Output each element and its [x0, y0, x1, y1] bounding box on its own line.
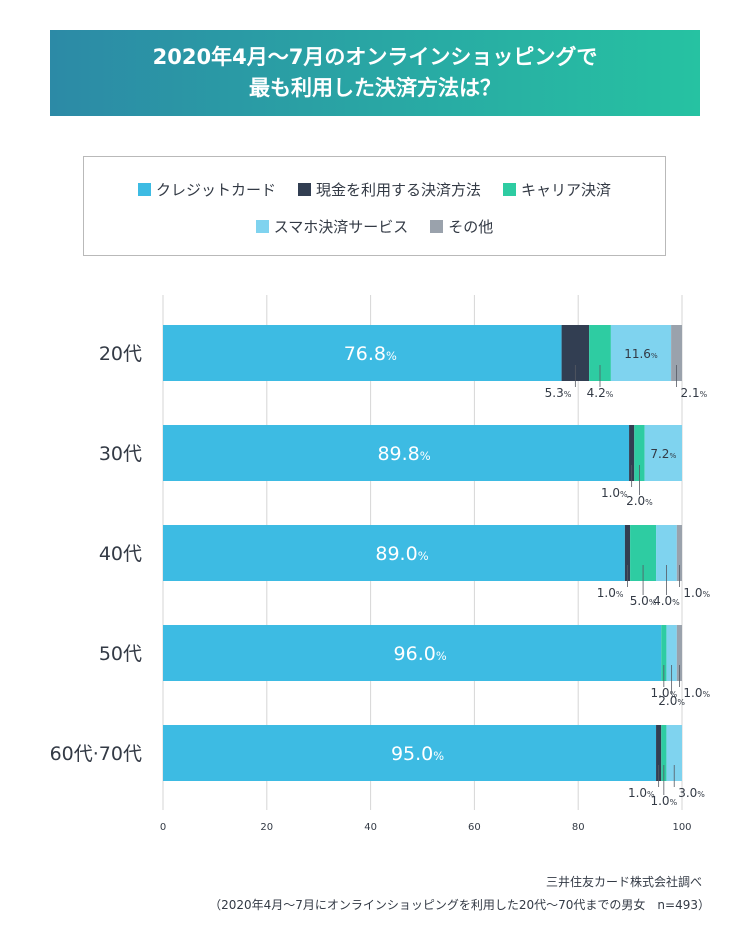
data-label-row1-series3: 7.2%	[650, 447, 676, 461]
bar-segment-row0-series0	[163, 325, 562, 381]
data-label-row0-series1: 5.3%	[545, 386, 572, 400]
legend-item-cash: 現金を利用する決済方法	[297, 179, 481, 200]
category-label-2: 40代	[99, 543, 142, 565]
legend-label-cash: 現金を利用する決済方法	[315, 181, 481, 199]
bar-segment-row0-series3	[610, 325, 672, 381]
x-tick-label-0: 0	[160, 822, 166, 833]
data-label-row0-series0: 76.8%	[344, 343, 397, 365]
bar-segment-row0-series2	[589, 325, 611, 381]
bar-segment-row3-series3	[666, 625, 677, 681]
legend-label-carrier: キャリア決済	[521, 181, 612, 199]
x-tick-label-100: 100	[672, 822, 691, 833]
category-label-4: 60代·70代	[50, 743, 142, 765]
x-tick-label-40: 40	[364, 822, 377, 833]
x-tick-label-80: 80	[572, 822, 585, 833]
bar-segment-row2-series1	[624, 525, 631, 581]
x-tick-label-60: 60	[468, 822, 481, 833]
category-label-3: 50代	[99, 643, 142, 665]
legend: クレジットカード 現金を利用する決済方法 キャリア決済 スマホ決済サービス その…	[83, 156, 666, 256]
bar-segment-row0-series4	[671, 325, 682, 381]
data-label-row2-series1: 1.0%	[597, 586, 624, 600]
data-label-row3-series0: 96.0%	[394, 643, 447, 665]
data-label-row4-series0: 95.0%	[391, 743, 444, 765]
x-tick-label-20: 20	[260, 822, 273, 833]
legend-item-credit-card: クレジットカード	[137, 179, 276, 200]
data-label-row1-series0: 89.8%	[377, 443, 430, 465]
legend-label-credit-card: クレジットカード	[155, 181, 276, 199]
legend-item-other: その他	[430, 216, 493, 237]
legend-swatch-cash	[297, 183, 311, 196]
data-label-row2-series3: 4.0%	[653, 594, 680, 608]
data-label-row2-series2: 5.0%	[630, 594, 657, 608]
legend-row-2: スマホ決済サービス その他	[84, 216, 665, 237]
legend-row-1: クレジットカード 現金を利用する決済方法 キャリア決済	[84, 179, 665, 200]
data-label-row4-series2: 1.0%	[650, 794, 677, 808]
category-label-1: 30代	[99, 443, 142, 465]
data-label-row2-series0: 89.0%	[375, 543, 428, 565]
legend-swatch-smartphone	[255, 220, 269, 233]
bar-segment-row4-series2	[661, 725, 667, 781]
legend-swatch-other	[430, 220, 444, 233]
legend-item-smartphone: スマホ決済サービス	[255, 216, 409, 237]
bar-segment-row4-series0	[163, 725, 657, 781]
source-detail: （2020年4月〜7月にオンラインショッピングを利用した20代〜70代までの男女…	[209, 898, 710, 912]
data-label-row1-series1: 1.0%	[601, 486, 628, 500]
bar-segment-row2-series0	[163, 525, 625, 581]
data-label-row3-series2: 1.0%	[650, 686, 677, 700]
data-label-row4-series1: 1.0%	[628, 786, 655, 800]
bar-segment-row4-series3	[666, 725, 682, 781]
bar-segment-row1-series0	[163, 425, 630, 481]
legend-label-smartphone: スマホ決済サービス	[273, 218, 409, 236]
data-label-row4-series3: 3.0%	[678, 786, 705, 800]
bar-segment-row2-series4	[676, 525, 682, 581]
bar-segment-row3-series4	[676, 625, 682, 681]
legend-label-other: その他	[448, 218, 494, 236]
data-label-row1-series2: 2.0%	[626, 494, 653, 508]
bar-segment-row3-series0	[163, 625, 662, 681]
bar-segment-row4-series1	[656, 725, 662, 781]
legend-item-carrier: キャリア決済	[503, 179, 611, 200]
bar-segment-row3-series2	[661, 625, 667, 681]
legend-swatch-credit-card	[137, 183, 151, 196]
data-label-row0-series4: 2.1%	[681, 386, 708, 400]
chart-title-line2: 最も利用した決済方法は？	[249, 76, 501, 100]
bar-segment-row1-series2	[634, 425, 645, 481]
bar-segment-row1-series3	[644, 425, 682, 481]
bar-segment-row2-series3	[656, 525, 677, 581]
data-label-row3-series4: 1.0%	[683, 686, 710, 700]
bar-segment-row1-series1	[629, 425, 635, 481]
legend-swatch-carrier	[503, 183, 516, 196]
source-note: 三井住友カード株式会社調べ	[545, 875, 702, 889]
data-label-row2-series4: 1.0%	[683, 586, 710, 600]
data-label-row0-series2: 4.2%	[587, 386, 614, 400]
data-label-row0-series3: 11.6%	[624, 347, 658, 361]
data-label-row3-series3: 2.0%	[658, 694, 685, 708]
category-label-0: 20代	[99, 343, 142, 365]
title-banner: 2020年4月〜7月のオンラインショッピングで 最も利用した決済方法は？	[50, 30, 700, 116]
stacked-bar-chart: 0 20 40 60 80 100 20代 30代 40代 50代 60代·70代 76.8% 11.6…	[50, 295, 710, 833]
chart-title-line1: 2020年4月〜7月のオンラインショッピングで	[152, 45, 598, 69]
